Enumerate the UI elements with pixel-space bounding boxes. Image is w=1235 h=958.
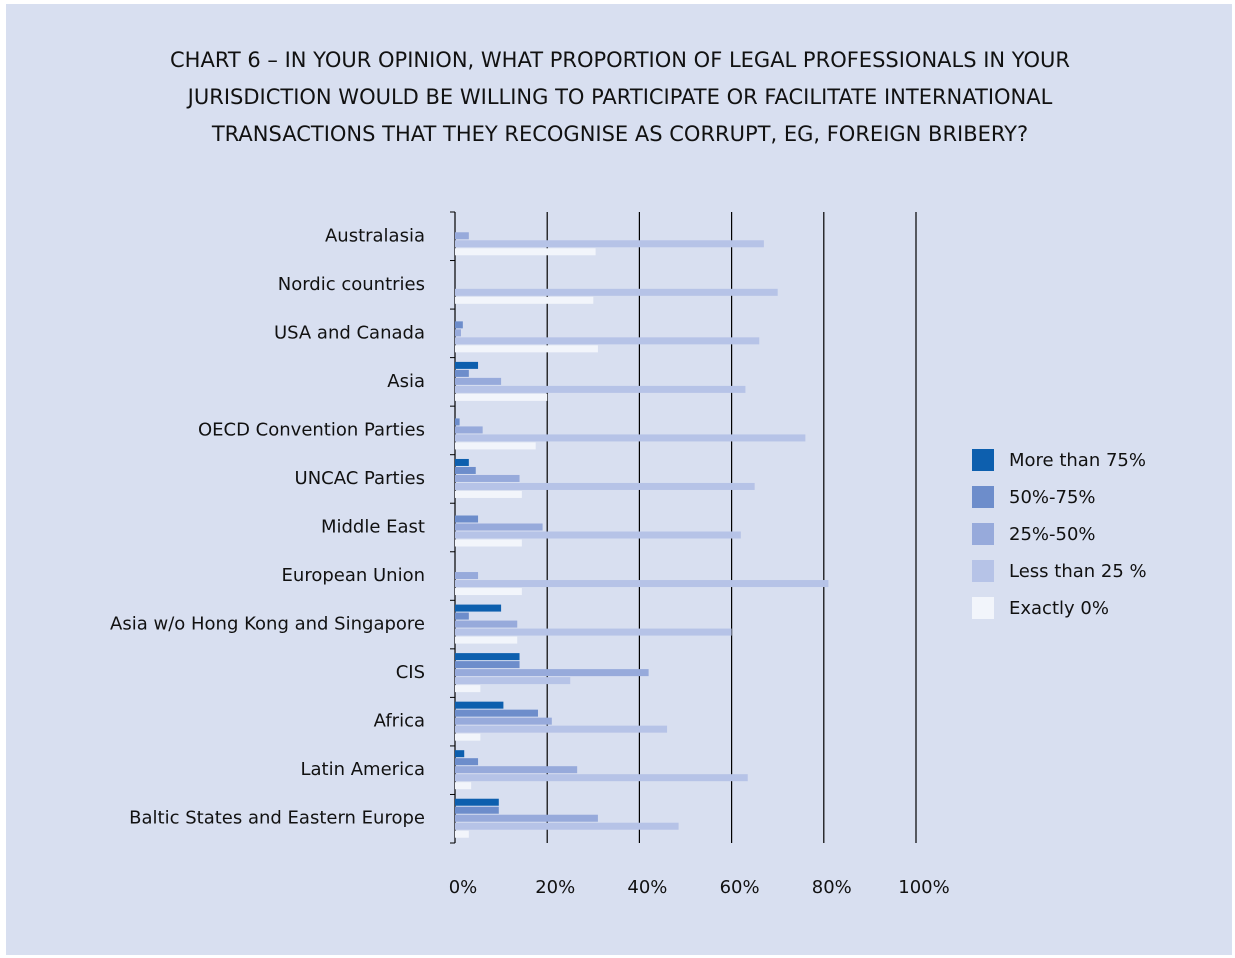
legend-label: 25%-50% [1009, 524, 1096, 545]
bar [455, 612, 469, 620]
legend-label: Exactly 0% [1009, 598, 1109, 619]
legend-label: 50%-75% [1009, 487, 1096, 508]
bar [455, 345, 598, 353]
y-tick-label: Middle East [321, 517, 425, 538]
bar [455, 604, 502, 612]
bar [455, 653, 520, 661]
bar [455, 750, 465, 758]
bar [455, 798, 499, 806]
bar [455, 636, 518, 644]
bar [455, 474, 520, 482]
panel [6, 4, 1232, 955]
y-tick-label: USA and Canada [274, 322, 425, 343]
bar [455, 240, 764, 248]
x-tick-label: 0% [449, 877, 478, 898]
bar [455, 426, 483, 434]
bar [455, 661, 520, 669]
bar [455, 458, 469, 466]
x-tick-label: 80% [812, 877, 852, 898]
bar [455, 782, 472, 790]
y-tick-label: CIS [396, 662, 425, 683]
bar [455, 531, 741, 539]
bar [455, 733, 481, 741]
y-tick-label: Asia [387, 371, 425, 392]
bar [455, 385, 746, 393]
bar [455, 539, 522, 547]
bar [455, 628, 732, 636]
bar [455, 830, 469, 838]
bar [455, 822, 679, 830]
chart-title: CHART 6 – IN YOUR OPINION, WHAT PROPORTI… [170, 48, 1070, 146]
y-tick-label: UNCAC Parties [295, 468, 425, 489]
x-tick-label: 40% [627, 877, 667, 898]
bar [455, 725, 668, 733]
bar [455, 361, 479, 369]
y-tick-label: OECD Convention Parties [198, 419, 425, 440]
y-tick-label: Asia w/o Hong Kong and Singapore [110, 614, 425, 635]
bar [455, 766, 578, 774]
legend-label: Less than 25 % [1009, 561, 1147, 582]
bar [455, 669, 649, 677]
bar [455, 377, 502, 385]
bar [455, 717, 552, 725]
bar [455, 515, 479, 523]
legend-label: More than 75% [1009, 450, 1146, 471]
legend-swatch [972, 560, 994, 582]
legend-swatch [972, 597, 994, 619]
bar [455, 709, 538, 717]
bar [455, 393, 548, 401]
bar [455, 572, 479, 580]
legend-swatch [972, 523, 994, 545]
bar [455, 701, 504, 709]
x-tick-label: 20% [535, 877, 575, 898]
bar [455, 369, 469, 377]
bar [455, 329, 461, 337]
x-tick-label: 60% [720, 877, 760, 898]
bar [455, 466, 476, 474]
bar [455, 620, 518, 628]
y-tick-label: Baltic States and Eastern Europe [129, 808, 425, 829]
bar [455, 442, 536, 450]
bar [455, 434, 806, 442]
y-tick-label: Africa [374, 711, 425, 732]
bar [455, 806, 499, 814]
bar [455, 588, 522, 596]
bar [455, 418, 460, 426]
bar [455, 814, 598, 822]
bar [455, 490, 522, 498]
bar [455, 321, 463, 329]
bar [455, 758, 479, 766]
y-tick-label: Latin America [301, 759, 426, 780]
bar [455, 685, 481, 693]
y-tick-label: European Union [282, 565, 425, 586]
y-tick-label: Nordic countries [278, 274, 425, 295]
bar [455, 296, 594, 304]
bar [455, 337, 760, 345]
x-tick-label: 100% [898, 877, 949, 898]
bar [455, 232, 469, 240]
bar [455, 482, 755, 490]
bar [455, 677, 571, 685]
bar [455, 774, 748, 782]
legend-swatch [972, 449, 994, 471]
bar [455, 248, 596, 256]
bar [455, 288, 778, 296]
bar [455, 523, 543, 531]
legend-swatch [972, 486, 994, 508]
bar [455, 580, 829, 588]
y-tick-label: Australasia [325, 225, 425, 246]
